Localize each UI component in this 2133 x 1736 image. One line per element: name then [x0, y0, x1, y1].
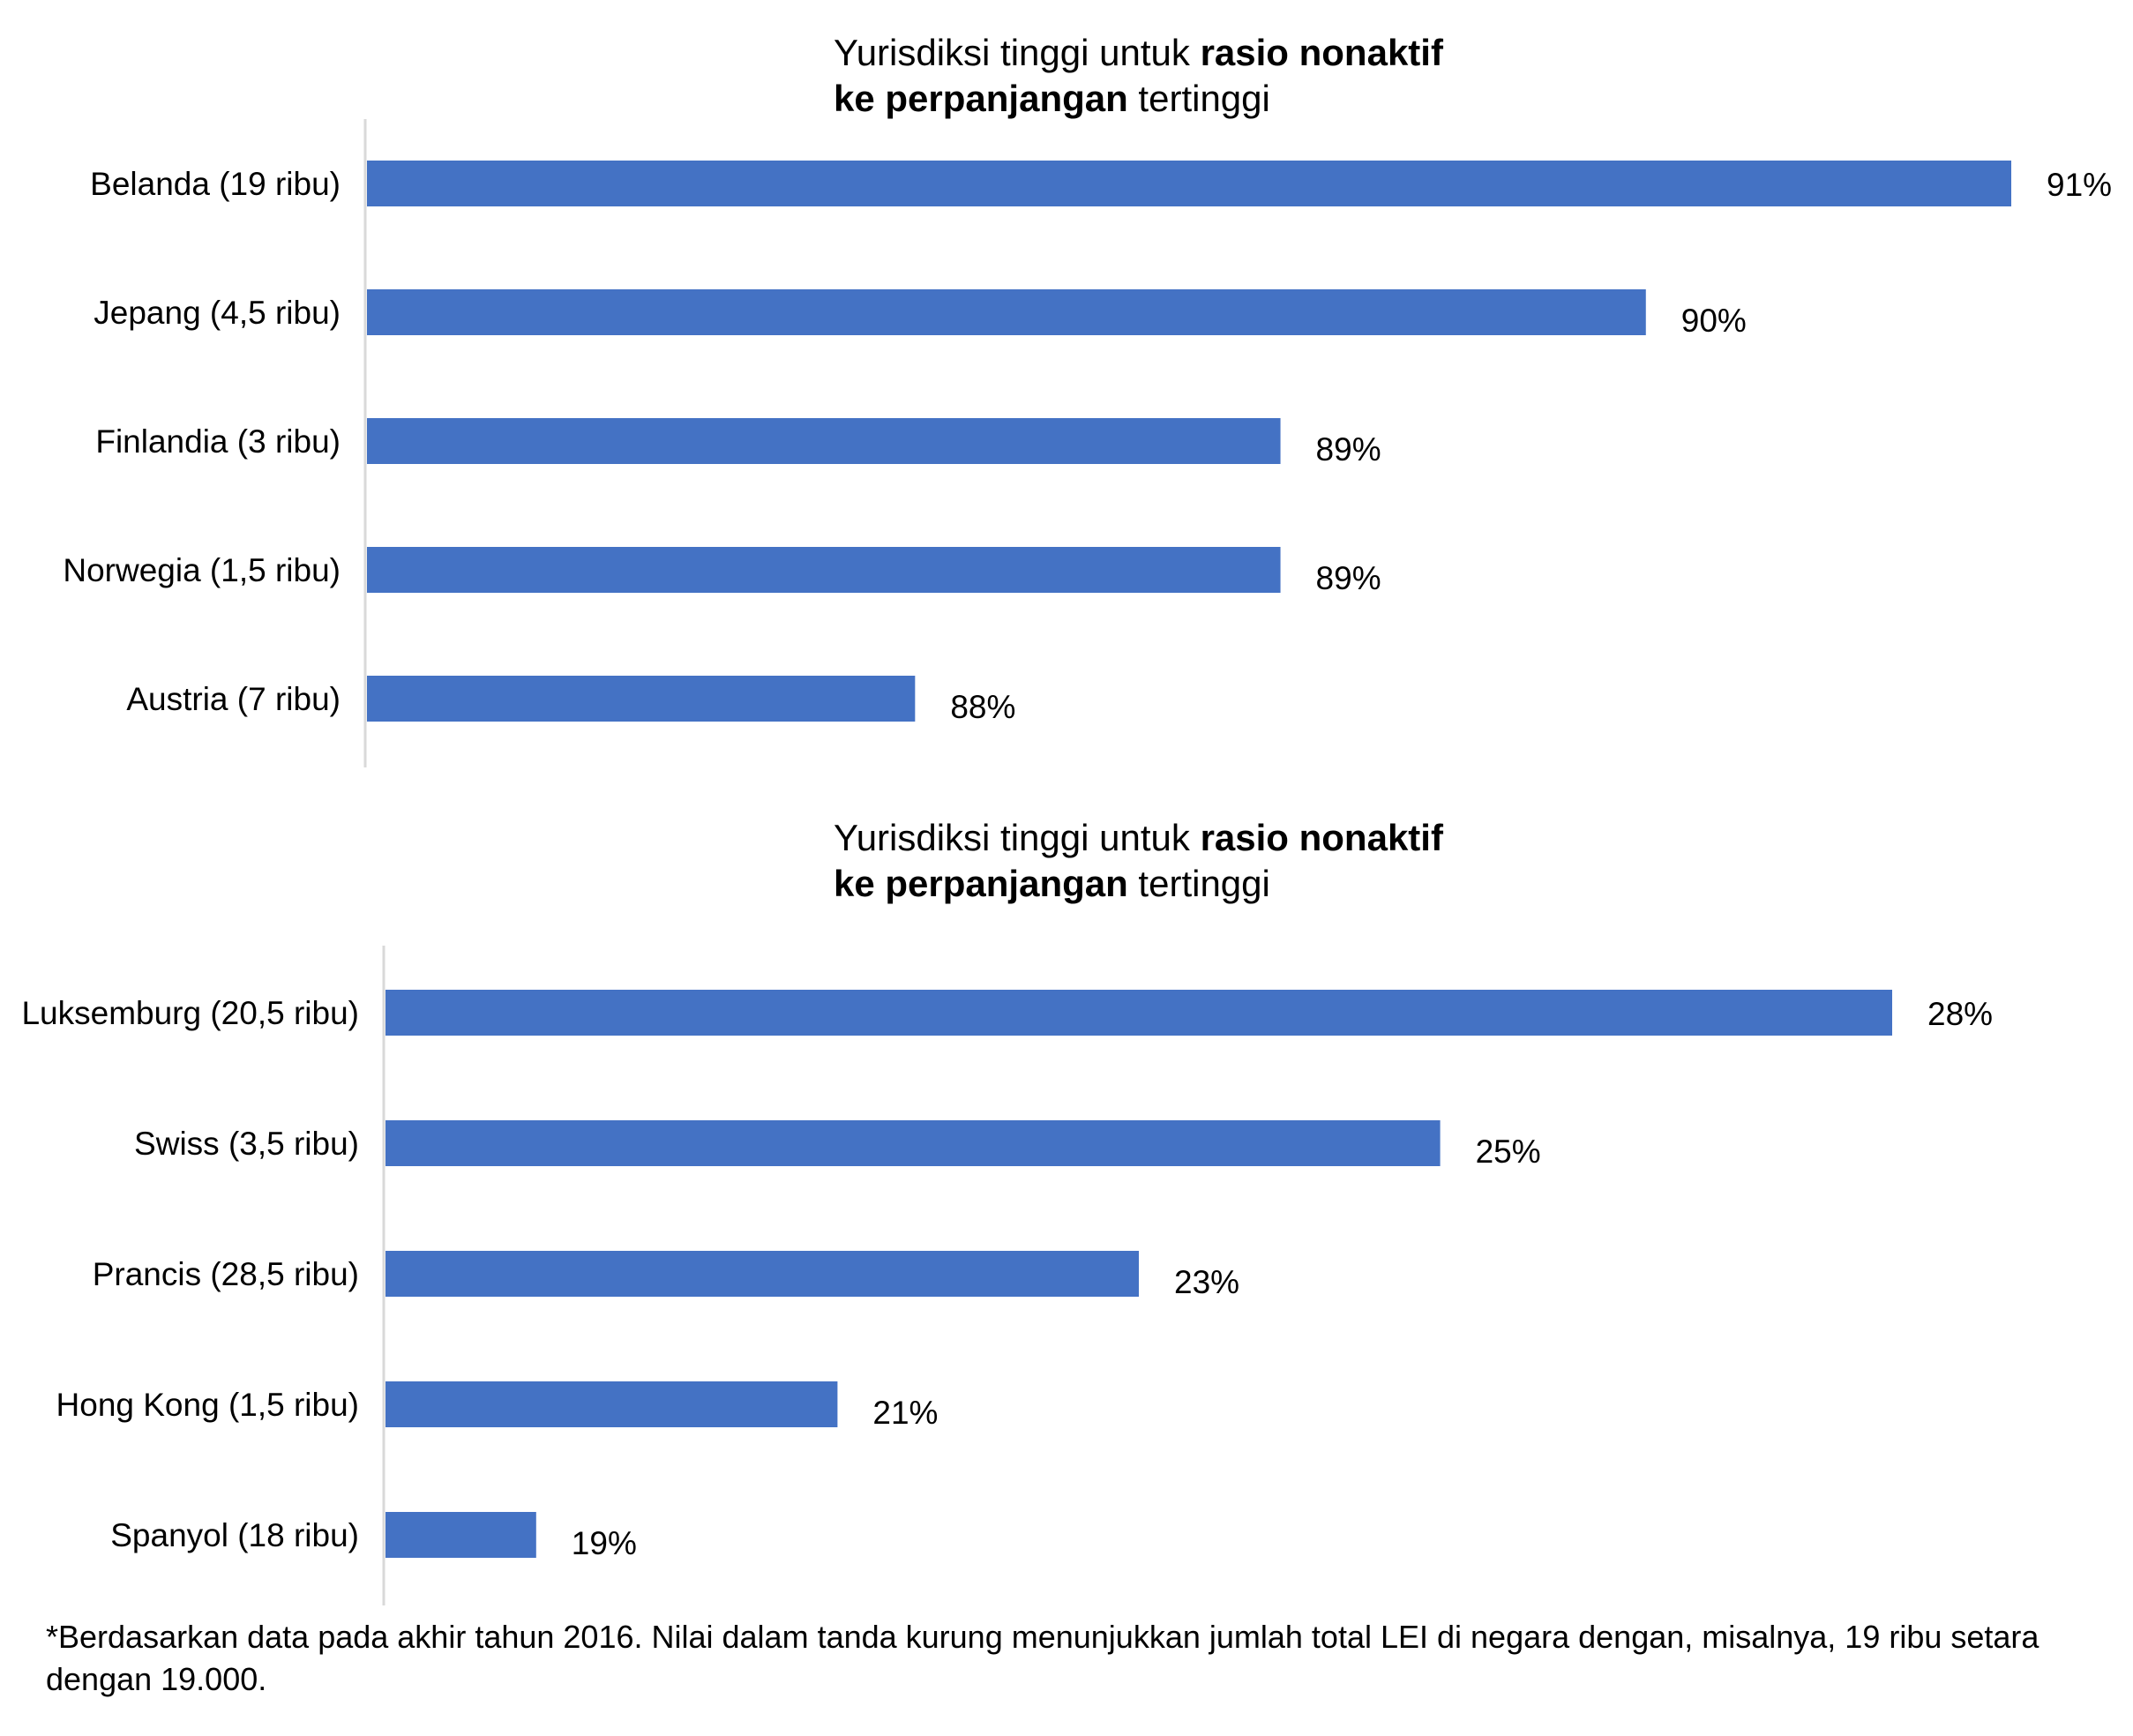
footnote: *Berdasarkan data pada akhir tahun 2016.…	[46, 1619, 2039, 1697]
category-label: Jepang (4,5 ribu)	[94, 295, 341, 331]
value-label: 28%	[1927, 996, 1993, 1032]
bar	[385, 1381, 838, 1427]
category-label: Belanda (19 ribu)	[90, 166, 341, 202]
value-label: 25%	[1476, 1134, 1541, 1170]
bar	[367, 547, 1281, 593]
category-label: Finlandia (3 ribu)	[95, 423, 341, 460]
value-label: 88%	[950, 689, 1015, 725]
bar	[367, 289, 1646, 335]
value-label: 90%	[1681, 303, 1747, 339]
value-label: 19%	[572, 1525, 637, 1561]
bar	[385, 990, 1892, 1036]
value-label: 89%	[1316, 560, 1381, 596]
category-label: Austria (7 ribu)	[126, 681, 341, 717]
chart-title: Yurisdiksi tinggi untuk rasio nonaktif k…	[834, 32, 1443, 119]
chart-top: Yurisdiksi tinggi untuk rasio nonaktif k…	[0, 0, 2133, 776]
bar	[385, 1120, 1441, 1166]
value-label: 89%	[1316, 431, 1381, 468]
value-label: 21%	[872, 1395, 938, 1431]
category-label: Spanyol (18 ribu)	[110, 1517, 359, 1553]
chart-bottom: Yurisdiksi tinggi untuk rasio nonaktif k…	[21, 817, 1993, 1605]
bar	[385, 1251, 1139, 1297]
bar	[367, 418, 1281, 464]
chart-title: Yurisdiksi tinggi untuk rasio nonaktif k…	[834, 817, 1443, 904]
category-label: Hong Kong (1,5 ribu)	[56, 1387, 359, 1423]
value-label: 23%	[1174, 1264, 1239, 1300]
bar	[367, 161, 2011, 206]
category-label: Norwegia (1,5 ribu)	[63, 552, 341, 588]
bar-chart-plot: Luksemburg (20,5 ribu) 28% Swiss (3,5 ribu…	[21, 946, 1993, 1605]
bar	[367, 676, 916, 722]
category-label: Swiss (3,5 ribu)	[134, 1126, 359, 1162]
bar-chart-plot: Belanda (19 ribu) 91% Jepang (4,5 ribu) 90%…	[63, 119, 2112, 767]
value-label: 91%	[2047, 167, 2112, 203]
category-label: Prancis (28,5 ribu)	[93, 1256, 359, 1292]
bar	[385, 1512, 536, 1558]
category-label: Luksemburg (20,5 ribu)	[21, 995, 359, 1031]
